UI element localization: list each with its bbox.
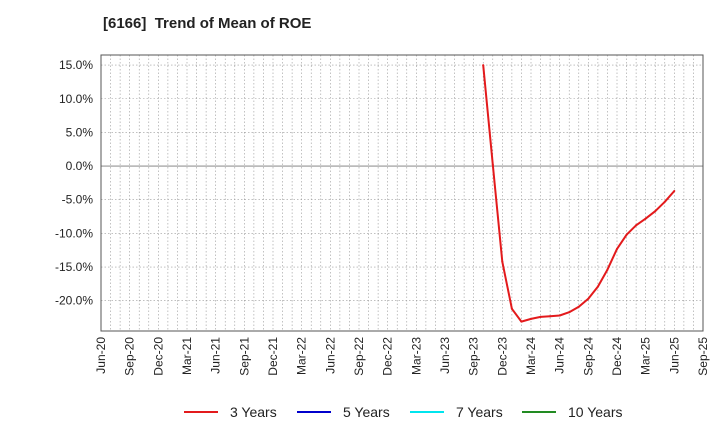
x-tick-label: Sep-21 (237, 337, 251, 376)
x-tick-label: Sep-20 (123, 337, 137, 376)
x-tick-label: Sep-25 (696, 337, 710, 376)
x-tick-label: Sep-22 (352, 337, 366, 376)
data-point (520, 320, 523, 323)
y-tick-label: -15.0% (55, 260, 93, 274)
legend-item: 7 Years (410, 404, 503, 420)
x-tick-label: Jun-25 (667, 337, 681, 374)
data-point (606, 268, 609, 271)
data-point (577, 305, 580, 308)
data-point (616, 247, 618, 250)
chart-title: [6166] Trend of Mean of ROE (103, 15, 312, 32)
data-point (539, 315, 542, 318)
series-lines (482, 64, 676, 323)
data-point (501, 260, 504, 263)
y-tick-label: 0.0% (66, 159, 94, 173)
data-point (587, 297, 590, 300)
data-point (654, 210, 657, 213)
data-point (596, 285, 599, 288)
data-point (635, 224, 638, 227)
data-point (625, 233, 628, 236)
x-tick-label: Dec-22 (381, 337, 395, 376)
data-point (558, 314, 561, 317)
x-tick-label: Dec-20 (151, 337, 165, 376)
grid-lines (101, 55, 703, 331)
x-tick-label: Mar-24 (524, 337, 538, 375)
y-axis: 15.0% 10.0% 5.0% 0.0% -5.0% -10.0% -15.0% -20.0… (55, 58, 93, 308)
data-point (510, 307, 513, 310)
data-point (482, 64, 485, 67)
data-point (568, 311, 571, 314)
y-tick-label: 15.0% (59, 58, 93, 72)
x-tick-label: Mar-23 (409, 337, 423, 375)
x-tick-label: Mar-25 (639, 337, 653, 375)
x-axis: Jun-20 Sep-20 Dec-20 Mar-21 Jun-21 Sep-21 Dec-… (94, 337, 710, 376)
y-tick-label: -10.0% (55, 226, 93, 240)
y-tick-label: 5.0% (66, 125, 94, 139)
legend-item: 3 Years (184, 404, 277, 420)
x-tick-label: Jun-24 (553, 337, 567, 374)
y-tick-label: -20.0% (55, 294, 93, 308)
x-tick-label: Sep-23 (467, 337, 481, 376)
x-tick-label: Dec-21 (266, 337, 280, 376)
data-point (549, 315, 552, 318)
y-tick-label: 10.0% (59, 92, 93, 106)
plot-frame (100, 54, 704, 332)
data-point (491, 163, 494, 166)
y-tick-label: -5.0% (62, 193, 94, 207)
x-tick-label: Jun-21 (209, 337, 223, 374)
data-point (644, 217, 647, 220)
legend-label: 5 Years (343, 404, 390, 420)
x-tick-label: Sep-24 (581, 337, 595, 376)
data-point (673, 190, 676, 192)
legend-label: 3 Years (230, 404, 277, 420)
x-tick-label: Jun-22 (323, 337, 337, 374)
x-tick-label: Jun-20 (94, 337, 108, 374)
legend-item: 5 Years (297, 404, 390, 420)
legend-swatch (410, 411, 444, 413)
legend-label: 10 Years (568, 404, 623, 420)
line-chart: 15.0% 10.0% 5.0% 0.0% -5.0% -10.0% -15.0% -20.0… (55, 54, 710, 376)
x-tick-label: Dec-23 (495, 337, 509, 376)
legend-swatch (522, 411, 556, 413)
legend-item: 10 Years (522, 404, 623, 420)
x-tick-label: Mar-21 (180, 337, 194, 375)
legend: 3 Years 5 Years 7 Years 10 Years (0, 404, 720, 426)
legend-swatch (184, 411, 218, 413)
data-point (530, 317, 532, 320)
data-point (663, 200, 666, 203)
x-tick-label: Mar-22 (295, 337, 309, 375)
legend-swatch (297, 411, 331, 413)
x-tick-label: Jun-23 (438, 337, 452, 374)
legend-label: 7 Years (456, 404, 503, 420)
x-tick-label: Dec-24 (610, 337, 624, 376)
